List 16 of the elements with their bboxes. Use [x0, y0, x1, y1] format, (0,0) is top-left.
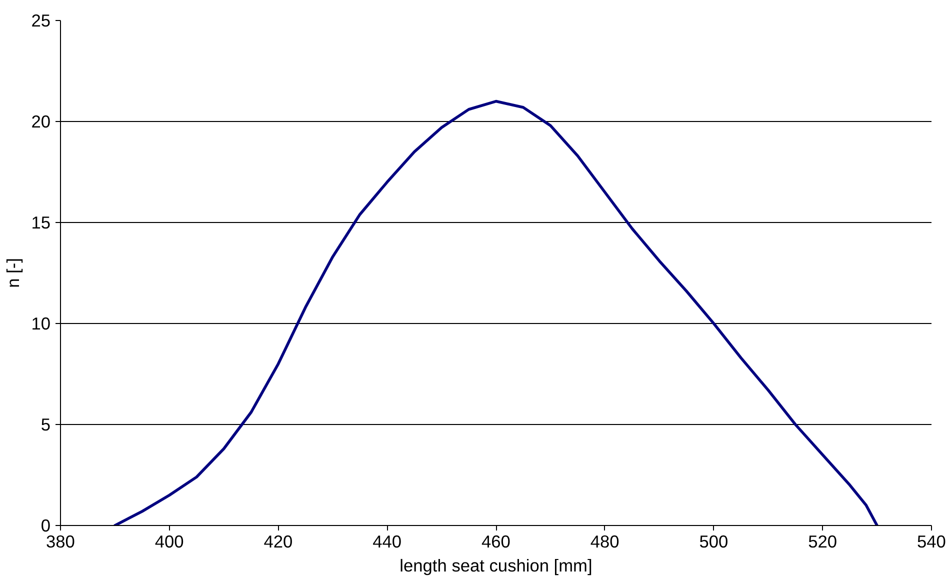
line-series	[114, 100, 878, 526]
x-axis-title: length seat cushion [mm]	[400, 556, 592, 576]
x-tick-label: 500	[699, 532, 728, 552]
x-tick-label: 460	[482, 532, 510, 552]
x-tick-label: 420	[264, 532, 293, 552]
y-tick-label: 25	[31, 10, 51, 30]
x-tick-label: 540	[917, 532, 946, 552]
y-tick-label: 20	[31, 112, 51, 132]
y-axis-title: n [-]	[3, 258, 24, 288]
y-tick-label: 15	[31, 212, 51, 232]
x-tick-label: 400	[154, 532, 184, 552]
y-tick-label: 5	[40, 414, 51, 434]
y-tick-label: 10	[31, 314, 51, 334]
x-tick-label: 440	[372, 532, 402, 552]
x-tick-label: 520	[808, 532, 838, 552]
x-tick-label: 480	[590, 532, 620, 552]
